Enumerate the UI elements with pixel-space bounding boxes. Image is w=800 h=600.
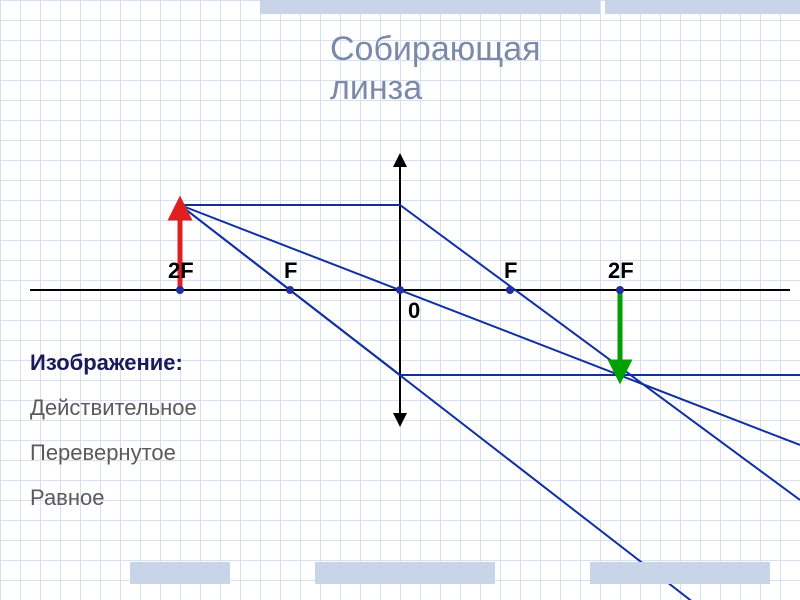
ray-through-center — [180, 205, 800, 445]
decor-bottom-2 — [315, 562, 495, 584]
point-neg2F — [176, 286, 184, 294]
caption-prop2: Перевернутое — [30, 440, 176, 466]
label-negF: F — [284, 258, 297, 284]
caption-heading: Изображение: — [30, 350, 183, 376]
ray-group — [180, 205, 800, 600]
point-origin — [396, 286, 404, 294]
decor-bottom-1 — [130, 562, 230, 584]
decor-bottom-3 — [590, 562, 770, 584]
label-pos2F: 2F — [608, 258, 634, 284]
label-neg2F: 2F — [168, 258, 194, 284]
lens-diagram — [0, 0, 800, 600]
ray-parallel — [180, 205, 800, 500]
caption-prop1: Действительное — [30, 395, 197, 421]
label-posF: F — [504, 258, 517, 284]
caption-prop3: Равное — [30, 485, 105, 511]
point-pos2F — [616, 286, 624, 294]
ray-extra — [180, 205, 800, 600]
label-origin: 0 — [408, 298, 420, 324]
point-posF — [506, 286, 514, 294]
point-negF — [286, 286, 294, 294]
